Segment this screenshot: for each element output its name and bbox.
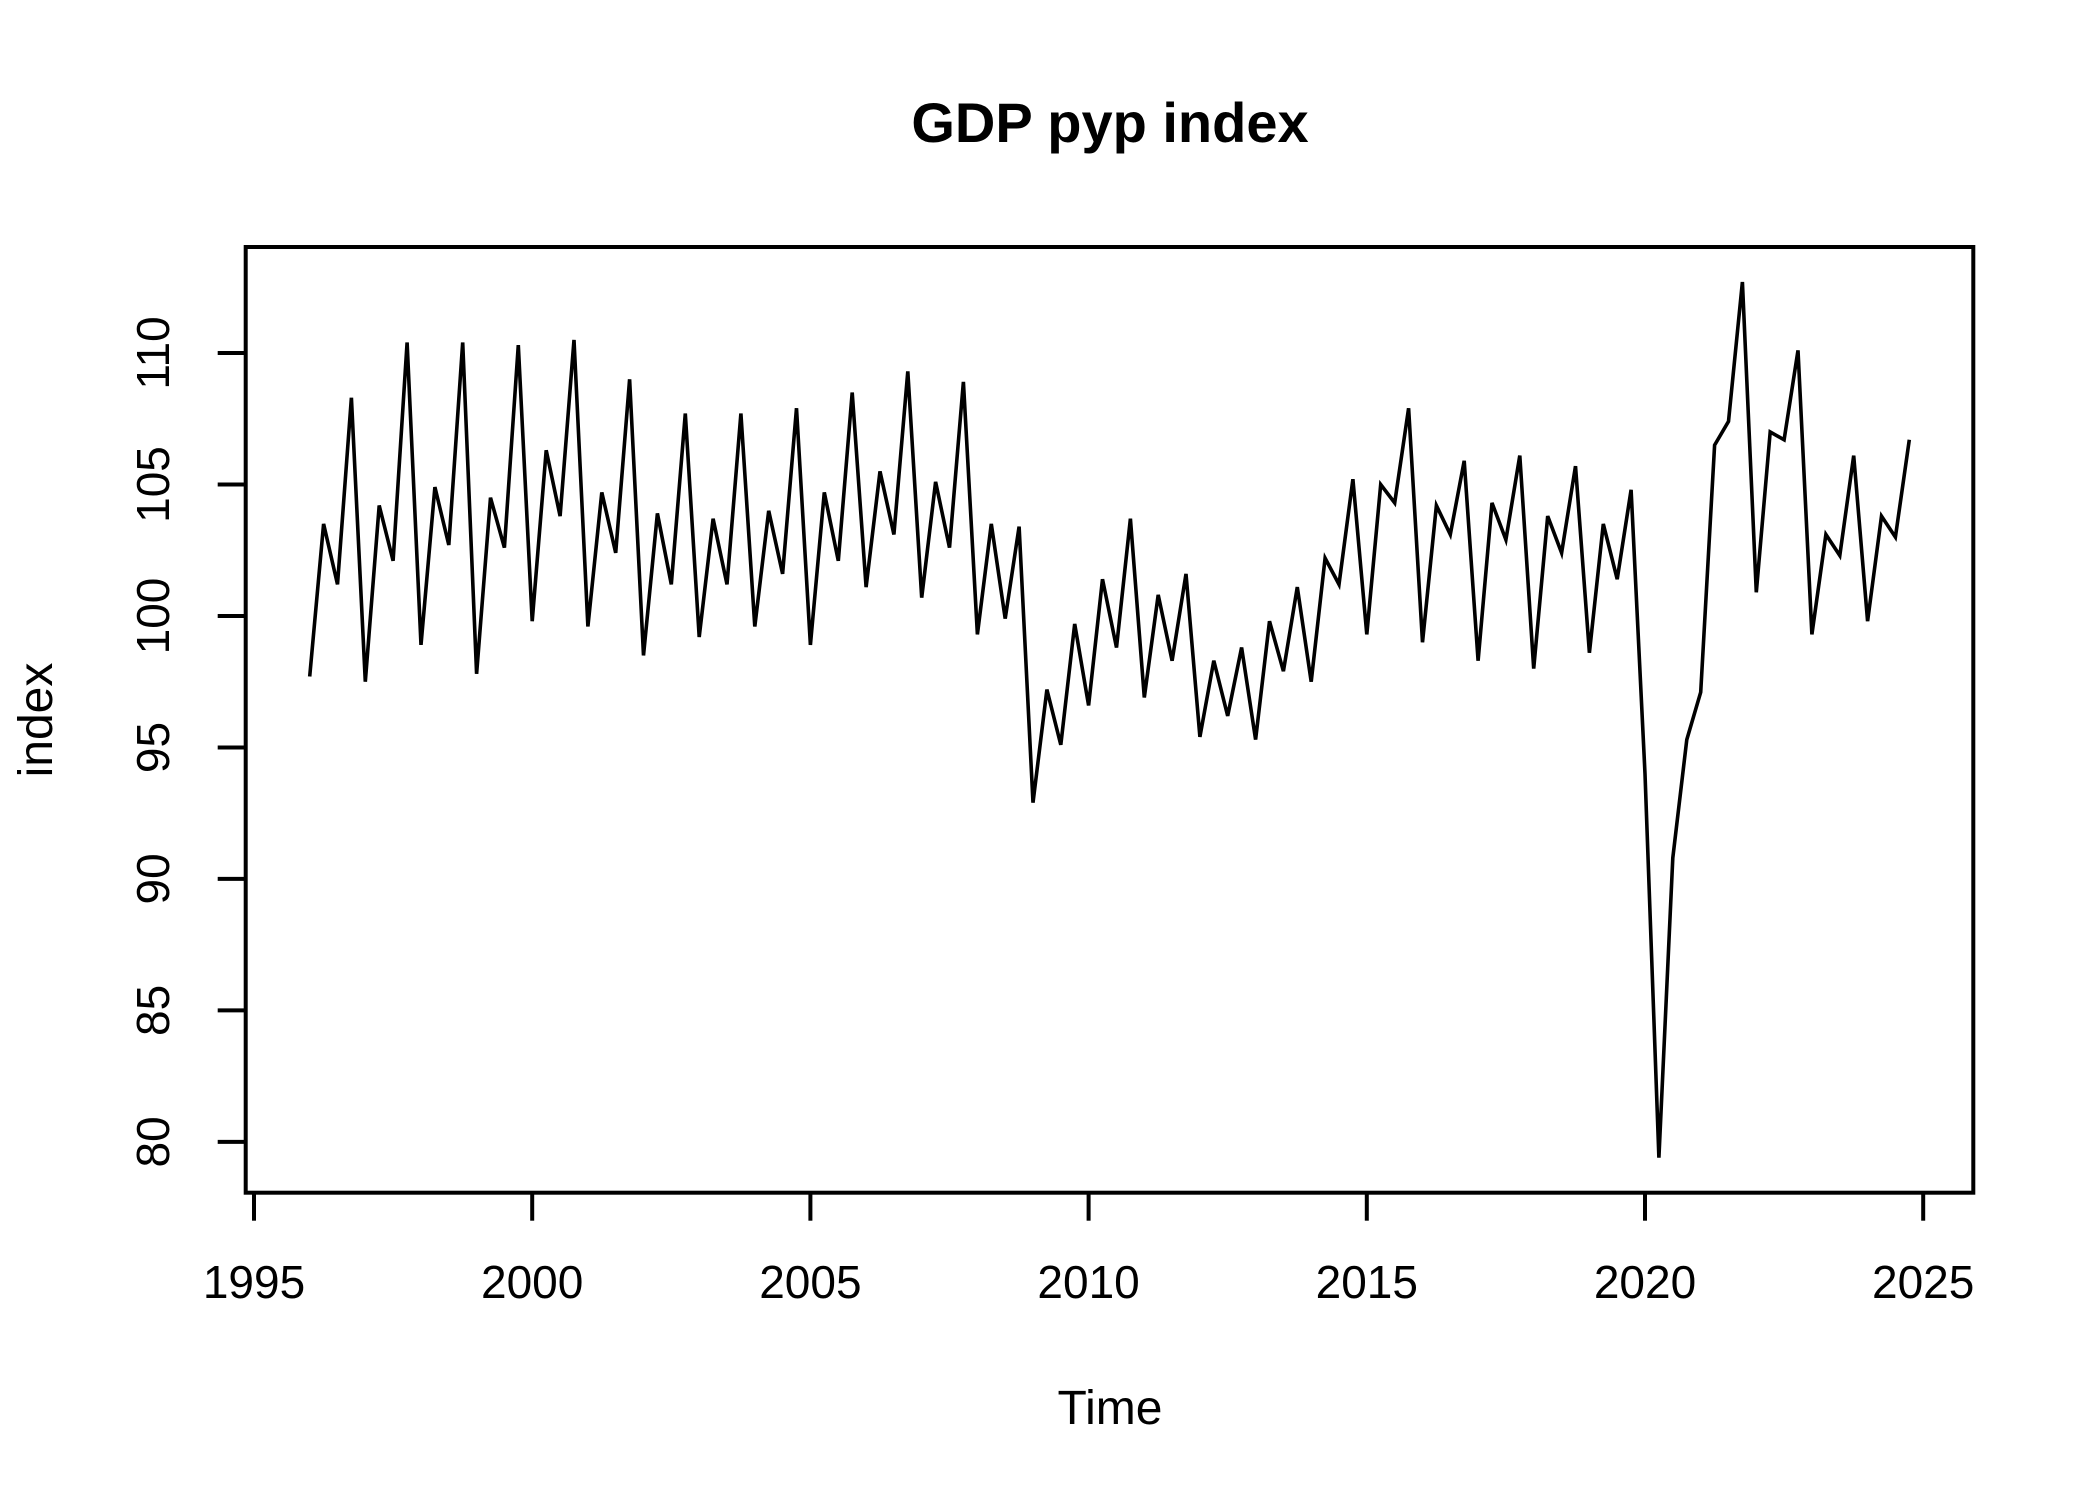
x-tick-label: 2010 (1037, 1256, 1139, 1308)
y-axis-label: index (10, 663, 63, 778)
y-tick-label: 80 (127, 1116, 179, 1167)
plot-box (243, 245, 1976, 1195)
y-tick-label: 95 (127, 722, 179, 773)
y-tick-label: 100 (127, 578, 179, 655)
x-tick-label: 2005 (759, 1256, 861, 1308)
x-tick-label: 2000 (481, 1256, 583, 1308)
x-tick-label: 2020 (1594, 1256, 1696, 1308)
plot-area: 1995 2000 2005 2010 2015 2020 2025 80 85 90 95 100… (127, 245, 1976, 1308)
x-tick-label: 2025 (1872, 1256, 1974, 1308)
y-tick-label: 90 (127, 853, 179, 904)
series-line (307, 281, 1912, 1158)
x-axis-ticks: 1995 2000 2005 2010 2015 2020 2025 (203, 1192, 1974, 1308)
y-axis-ticks: 80 85 90 95 100 105 110 (127, 316, 246, 1167)
x-tick-label: 1995 (203, 1256, 305, 1308)
chart-title: GDP pyp index (911, 91, 1308, 154)
y-tick-label: 105 (127, 446, 179, 523)
y-tick-label: 85 (127, 985, 179, 1036)
x-axis-label: Time (1058, 1382, 1163, 1435)
y-tick-label: 110 (127, 316, 179, 389)
x-tick-label: 2015 (1316, 1256, 1418, 1308)
